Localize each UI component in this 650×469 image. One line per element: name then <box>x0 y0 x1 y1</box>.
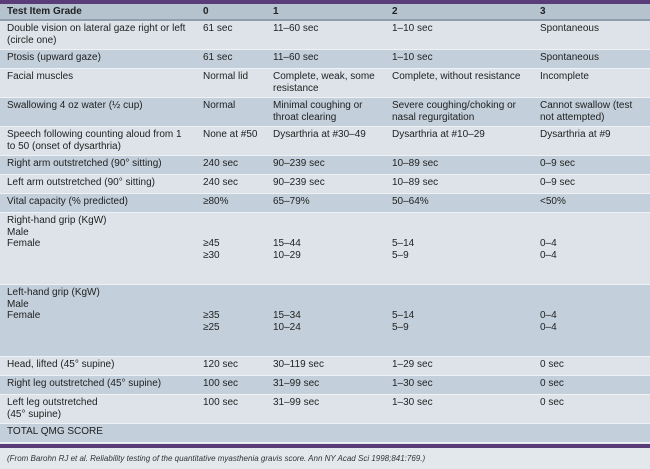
table-row: Left arm outstretched (90° sitting) 240 s… <box>0 174 650 194</box>
cell-grade-2: 5–14 5–9 <box>385 284 533 357</box>
cell-grade-2: 1–29 sec <box>385 356 533 376</box>
cell-grade-3: 0–4 0–4 <box>533 284 650 357</box>
cell-grade-2: 1–10 sec <box>385 49 533 69</box>
cell-grade-0: 100 sec <box>196 394 266 424</box>
table-row: Vital capacity (% predicted) ≥80% 65–79% 50… <box>0 193 650 213</box>
cell-grade-2: 10–89 sec <box>385 174 533 194</box>
cell-grade-2: Dysarthria at #10–29 <box>385 126 533 156</box>
cell-grade-1: Minimal coughing or throat clearing <box>266 97 385 127</box>
header-grade-2: 2 <box>385 4 533 21</box>
cell-grade-1: 11–60 sec <box>266 49 385 69</box>
table-row: TOTAL QMG SCORE <box>0 423 650 443</box>
cell-grade-2: 1–30 sec <box>385 375 533 395</box>
table-row: Speech following counting aloud from 1 t… <box>0 126 650 156</box>
cell-grade-0: ≥80% <box>196 193 266 213</box>
cell-grade-2: 10–89 sec <box>385 155 533 175</box>
cell-test-item: Facial muscles <box>0 68 196 98</box>
cell-grade-2: 1–30 sec <box>385 394 533 424</box>
qmg-score-table: Test Item Grade 0 1 2 3 Double vision on… <box>0 4 650 443</box>
cell-grade-0: 120 sec <box>196 356 266 376</box>
table-row: Swallowing 4 oz water (½ cup) Normal Minim… <box>0 97 650 127</box>
table-row: Ptosis (upward gaze) 61 sec 11–60 sec 1–10 … <box>0 49 650 69</box>
cell-grade-0: Normal <box>196 97 266 127</box>
cell-grade-2: Complete, without resistance <box>385 68 533 98</box>
cell-test-item: TOTAL QMG SCORE <box>0 423 196 443</box>
header-grade-1: 1 <box>266 4 385 21</box>
cell-test-item: Swallowing 4 oz water (½ cup) <box>0 97 196 127</box>
cell-grade-1: 31–99 sec <box>266 375 385 395</box>
table-row: Left-hand grip (KgW) Male Female ≥35 ≥25 1… <box>0 284 650 357</box>
header-grade-3: 3 <box>533 4 650 21</box>
cell-grade-2: Severe coughing/choking or nasal regurgi… <box>385 97 533 127</box>
table-row: Right leg outstretched (45° supine) 100 s… <box>0 375 650 395</box>
cell-grade-2: 5–14 5–9 <box>385 212 533 285</box>
cell-grade-3: 0–9 sec <box>533 174 650 194</box>
cell-grade-2: 1–10 sec <box>385 20 533 50</box>
cell-grade-3: 0 sec <box>533 375 650 395</box>
cell-test-item: Right leg outstretched (45° supine) <box>0 375 196 395</box>
table-row: Double vision on lateral gaze right or l… <box>0 20 650 50</box>
cell-grade-2 <box>385 423 533 443</box>
cell-grade-1: 90–239 sec <box>266 155 385 175</box>
table-caption: (From Barohn RJ et al. Reliability testi… <box>7 454 426 463</box>
cell-grade-0: Normal lid <box>196 68 266 98</box>
cell-grade-1: 65–79% <box>266 193 385 213</box>
cell-grade-1: 15–44 10–29 <box>266 212 385 285</box>
cell-test-item: Left leg outstretched (45° supine) <box>0 394 196 424</box>
cell-grade-1: 11–60 sec <box>266 20 385 50</box>
cell-grade-1: 30–119 sec <box>266 356 385 376</box>
cell-grade-1: Complete, weak, some resistance <box>266 68 385 98</box>
header-test-item: Test Item Grade <box>0 4 196 21</box>
cell-grade-2: 50–64% <box>385 193 533 213</box>
cell-grade-0: 61 sec <box>196 20 266 50</box>
cell-grade-3: <50% <box>533 193 650 213</box>
cell-test-item: Ptosis (upward gaze) <box>0 49 196 69</box>
table-row: Left leg outstretched (45° supine) 100 se… <box>0 394 650 424</box>
cell-grade-3 <box>533 423 650 443</box>
cell-test-item: Speech following counting aloud from 1 t… <box>0 126 196 156</box>
cell-grade-1: Dysarthria at #30–49 <box>266 126 385 156</box>
cell-grade-3: Spontaneous <box>533 49 650 69</box>
cell-test-item: Left arm outstretched (90° sitting) <box>0 174 196 194</box>
cell-test-item: Right arm outstretched (90° sitting) <box>0 155 196 175</box>
cell-test-item: Left-hand grip (KgW) Male Female <box>0 284 196 357</box>
table-row: Right arm outstretched (90° sitting) 240 … <box>0 155 650 175</box>
cell-test-item: Head, lifted (45° supine) <box>0 356 196 376</box>
top-accent-bar <box>0 0 650 4</box>
cell-grade-3: 0 sec <box>533 394 650 424</box>
cell-test-item: Double vision on lateral gaze right or l… <box>0 20 196 50</box>
cell-grade-1: 15–34 10–24 <box>266 284 385 357</box>
cell-grade-1 <box>266 423 385 443</box>
cell-grade-3: 0 sec <box>533 356 650 376</box>
cell-grade-0: ≥35 ≥25 <box>196 284 266 357</box>
table-row: Right-hand grip (KgW) Male Female ≥45 ≥30… <box>0 212 650 285</box>
cell-grade-0: 100 sec <box>196 375 266 395</box>
table-row: Head, lifted (45° supine) 120 sec 30–119 s… <box>0 356 650 376</box>
header-grade-0: 0 <box>196 4 266 21</box>
cell-grade-0: 240 sec <box>196 174 266 194</box>
cell-grade-0: 240 sec <box>196 155 266 175</box>
cell-grade-3: Incomplete <box>533 68 650 98</box>
cell-test-item: Right-hand grip (KgW) Male Female <box>0 212 196 285</box>
table-row: Facial muscles Normal lid Complete, weak, … <box>0 68 650 98</box>
cell-grade-3: Cannot swallow (test not attempted) <box>533 97 650 127</box>
cell-grade-3: Spontaneous <box>533 20 650 50</box>
cell-grade-3: Dysarthria at #9 <box>533 126 650 156</box>
cell-grade-0: 61 sec <box>196 49 266 69</box>
cell-grade-1: 31–99 sec <box>266 394 385 424</box>
cell-test-item: Vital capacity (% predicted) <box>0 193 196 213</box>
cell-grade-3: 0–4 0–4 <box>533 212 650 285</box>
cell-grade-3: 0–9 sec <box>533 155 650 175</box>
cell-grade-0: None at #50 <box>196 126 266 156</box>
header-row: Test Item Grade 0 1 2 3 <box>0 4 650 21</box>
cell-grade-0 <box>196 423 266 443</box>
cell-grade-1: 90–239 sec <box>266 174 385 194</box>
cell-grade-0: ≥45 ≥30 <box>196 212 266 285</box>
